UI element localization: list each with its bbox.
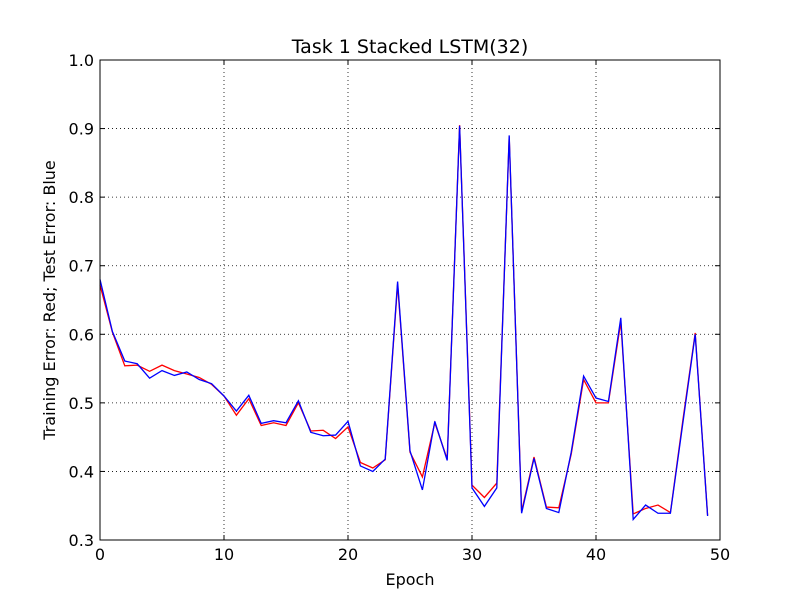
y-tick-label: 0.4	[69, 462, 94, 481]
x-tick-label: 10	[214, 545, 234, 564]
chart-title: Task 1 Stacked LSTM(32)	[291, 36, 529, 58]
test-error-line	[99, 125, 709, 522]
y-tick-label: 0.9	[69, 120, 94, 139]
y-tick-label: 1.0	[69, 51, 94, 70]
grid	[100, 60, 720, 540]
x-tick-label: 0	[95, 545, 105, 564]
y-axis-title: Training Error: Red; Test Error: Blue	[40, 160, 59, 440]
y-tick-label: 0.3	[69, 531, 94, 550]
x-tick-label: 40	[586, 545, 606, 564]
series-lines	[99, 125, 709, 522]
ticks: 0 10 20 30 40 50 0.3 0.4 0.5 0.6 0.7 0.8 0.9 1.0	[69, 51, 731, 564]
plot-frame	[99, 59, 721, 541]
y-tick-label: 0.7	[69, 257, 94, 276]
y-tick-label: 0.6	[69, 325, 94, 344]
x-axis-title: Epoch	[386, 570, 435, 589]
x-tick-label: 20	[338, 545, 358, 564]
x-tick-label: 30	[462, 545, 482, 564]
y-tick-label: 0.5	[69, 394, 94, 413]
y-tick-label: 0.8	[69, 188, 94, 207]
x-tick-label: 50	[710, 545, 730, 564]
